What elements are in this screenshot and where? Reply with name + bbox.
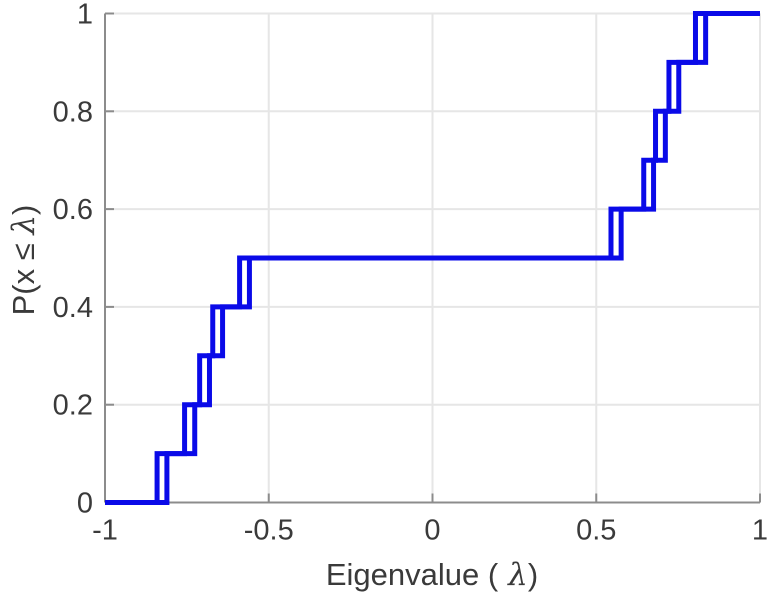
- x-tick-label: -0.5: [244, 515, 294, 547]
- lambda-symbol: λ: [6, 214, 42, 235]
- ecdf-curve-2: [105, 11, 760, 505]
- x-axis-label: Eigenvalue ( λ): [326, 557, 538, 593]
- y-axis-label-close: ): [6, 204, 41, 215]
- y-axis-label-text: P(x ≤: [6, 234, 41, 316]
- x-axis-label-close: ): [527, 557, 539, 592]
- y-tick-label: 0.8: [53, 96, 93, 128]
- y-axis-label: P(x ≤ λ): [6, 205, 42, 316]
- y-tick-label: 0.6: [53, 194, 93, 226]
- x-tick-label: 1: [752, 515, 768, 547]
- x-axis-label-text: Eigenvalue (: [325, 557, 499, 592]
- x-tick-label: 0: [424, 515, 440, 547]
- y-tick-label: 0.4: [53, 292, 93, 324]
- y-tick-label: 0: [77, 488, 93, 520]
- y-tick-label: 0.2: [53, 390, 93, 422]
- y-tick-label: 1: [77, 0, 93, 31]
- lambda-symbol: λ: [508, 557, 528, 593]
- x-tick-label: 0.5: [576, 515, 616, 547]
- x-tick-label: -1: [92, 515, 118, 547]
